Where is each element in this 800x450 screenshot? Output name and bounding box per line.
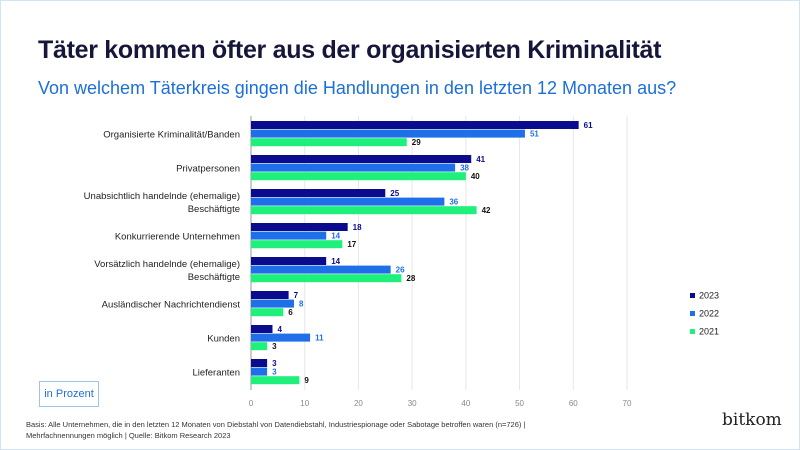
category-label: Vorsätzlich handelnde (ehemalige) — [94, 259, 240, 270]
data-label-2022: 36 — [449, 198, 458, 207]
legend-swatch-2023 — [690, 293, 695, 298]
category-label: Unabsichtlich handelnde (ehemalige) — [84, 191, 240, 202]
legend-label: 2023 — [699, 291, 719, 301]
category-label: Beschäftigte — [188, 204, 240, 215]
data-label-2022: 38 — [460, 164, 469, 173]
bar-2023 — [251, 291, 289, 299]
x-tick-label: 40 — [461, 399, 470, 408]
bar-2021 — [251, 138, 407, 147]
footnote-line-2: Mehrfachnennungen möglich | Quelle: Bitk… — [26, 431, 231, 440]
bar-2021 — [251, 240, 343, 249]
data-label-2023: 14 — [331, 257, 340, 266]
x-tick-label: 30 — [408, 399, 417, 408]
data-label-2022: 26 — [396, 266, 405, 275]
legend-label: 2022 — [699, 309, 719, 319]
data-label-2022: 3 — [272, 368, 277, 377]
bar-2022 — [251, 231, 327, 240]
bar-2022 — [251, 265, 391, 274]
bar-2021 — [251, 376, 300, 385]
data-label-2023: 25 — [390, 189, 399, 198]
category-label: Beschäftigte — [188, 272, 240, 283]
x-tick-label: 0 — [249, 399, 254, 408]
bar-2021 — [251, 172, 466, 181]
bar-2023 — [251, 155, 472, 163]
category-label: Privatpersonen — [176, 163, 240, 174]
bar-2021 — [251, 308, 284, 317]
x-tick-label: 50 — [515, 399, 524, 408]
bar-2023 — [251, 189, 386, 197]
data-label-2021: 28 — [406, 274, 415, 283]
bar-2023 — [251, 325, 273, 333]
chart-subtitle: Von welchem Täterkreis gingen die Handlu… — [38, 78, 677, 98]
category-label: Organisierte Kriminalität/Banden — [103, 129, 240, 140]
data-label-2023: 7 — [294, 291, 299, 300]
bar-2022 — [251, 367, 268, 376]
bitkom-logo: bitkom — [722, 410, 782, 430]
bar-2021 — [251, 206, 477, 215]
x-tick-label: 20 — [354, 399, 363, 408]
bar-2022 — [251, 197, 445, 206]
bar-2022 — [251, 163, 456, 172]
data-label-2022: 11 — [315, 334, 324, 343]
data-label-2023: 3 — [272, 359, 277, 368]
bar-2021 — [251, 274, 402, 283]
bar-2022 — [251, 333, 311, 342]
data-label-2023: 18 — [353, 223, 362, 232]
data-label-2021: 3 — [272, 342, 277, 351]
x-tick-label: 70 — [623, 399, 632, 408]
bar-2022 — [251, 299, 294, 308]
category-label: Lieferanten — [192, 367, 240, 378]
bar-2022 — [251, 129, 525, 138]
bar-2023 — [251, 223, 348, 231]
data-label-2021: 29 — [412, 138, 421, 147]
legend-swatch-2022 — [690, 311, 695, 316]
data-label-2021: 42 — [482, 206, 491, 215]
data-label-2023: 41 — [476, 155, 485, 164]
data-label-2021: 17 — [347, 240, 356, 249]
data-label-2021: 40 — [471, 172, 480, 181]
data-label-2023: 61 — [584, 121, 593, 130]
bar-2021 — [251, 342, 268, 351]
data-label-2023: 4 — [277, 325, 282, 334]
footnote: Basis: Alle Unternehmen, die in den letz… — [26, 419, 626, 441]
x-tick-label: 10 — [300, 399, 309, 408]
data-label-2021: 9 — [304, 376, 309, 385]
category-label: Kunden — [207, 333, 240, 344]
bar-2023 — [251, 121, 579, 129]
data-label-2022: 51 — [530, 130, 539, 139]
data-label-2022: 8 — [299, 300, 304, 309]
bar-2023 — [251, 257, 327, 265]
category-label: Ausländischer Nachrichtendienst — [102, 299, 241, 310]
footnote-line-1: Basis: Alle Unternehmen, die in den letz… — [26, 420, 526, 429]
unit-label: in Prozent — [39, 381, 99, 407]
bar-2023 — [251, 359, 268, 367]
x-tick-label: 60 — [569, 399, 578, 408]
chart-title: Täter kommen öfter aus der organisierten… — [38, 36, 662, 64]
data-label-2022: 14 — [331, 232, 340, 241]
data-label-2021: 6 — [288, 308, 293, 317]
legend-swatch-2021 — [690, 329, 695, 334]
category-label: Konkurrierende Unternehmen — [115, 231, 240, 242]
legend-label: 2021 — [699, 327, 719, 337]
